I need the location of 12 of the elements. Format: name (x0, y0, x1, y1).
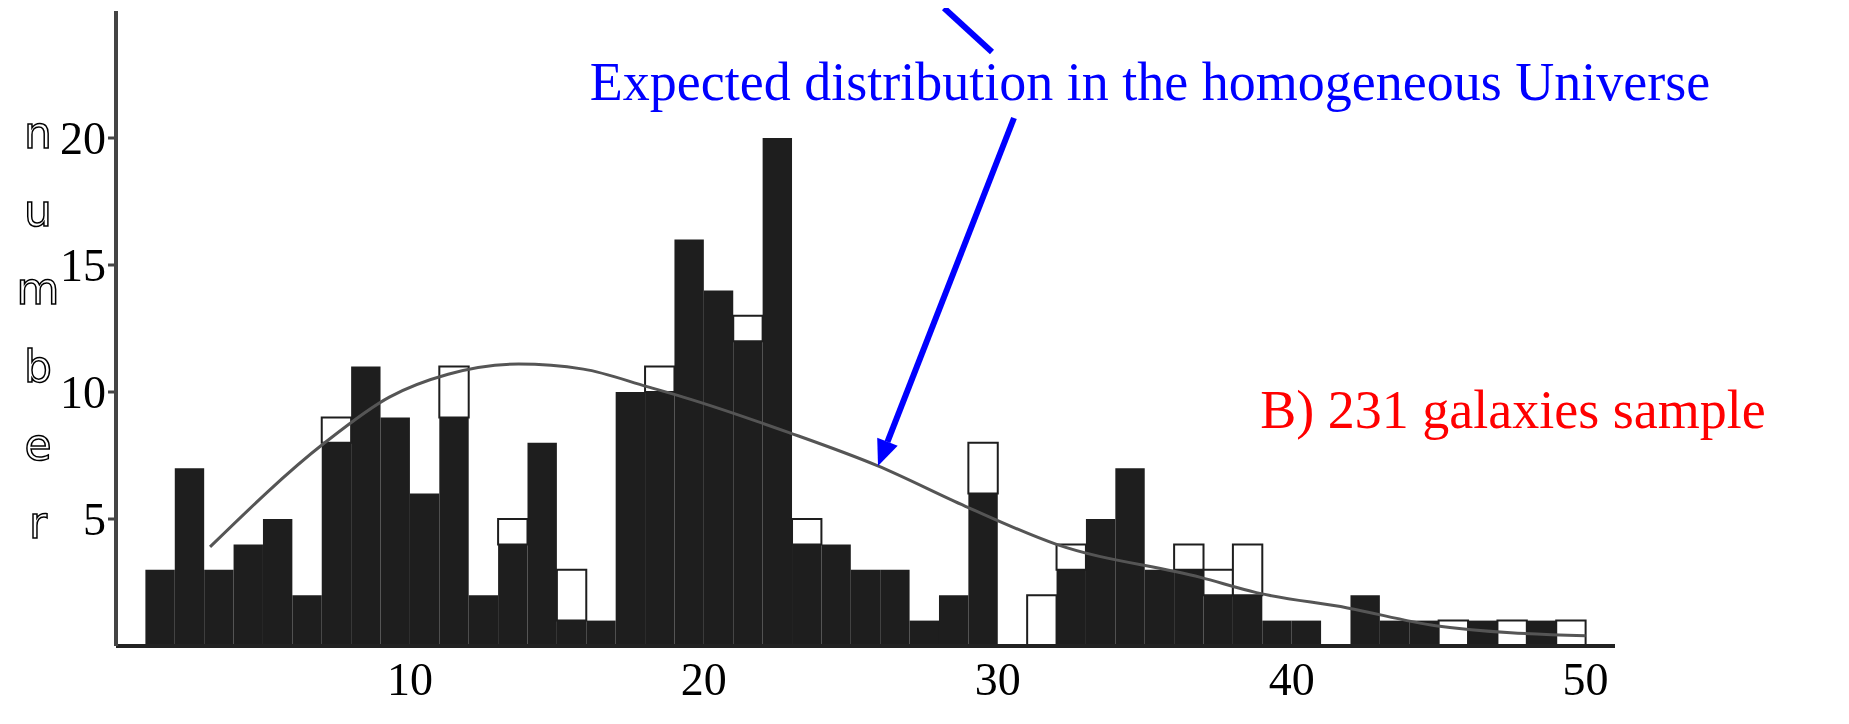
x-tick-label: 50 (1562, 653, 1609, 705)
x-tick-label: 10 (386, 653, 433, 705)
y-tick-label: 10 (60, 367, 106, 419)
x-tick-label: 30 (974, 653, 1021, 705)
y-tick-label: 15 (60, 240, 106, 292)
x-tick-label: 40 (1268, 653, 1315, 705)
annotation: B) 231 galaxies sample (1260, 380, 1766, 440)
ylabel: number (16, 107, 60, 548)
annotation: Expected distribution in the homogeneous Universe (589, 52, 1711, 112)
y-tick-label: 20 (60, 113, 106, 165)
y-tick-label: 5 (83, 494, 106, 546)
x-tick-label: 20 (680, 653, 727, 705)
